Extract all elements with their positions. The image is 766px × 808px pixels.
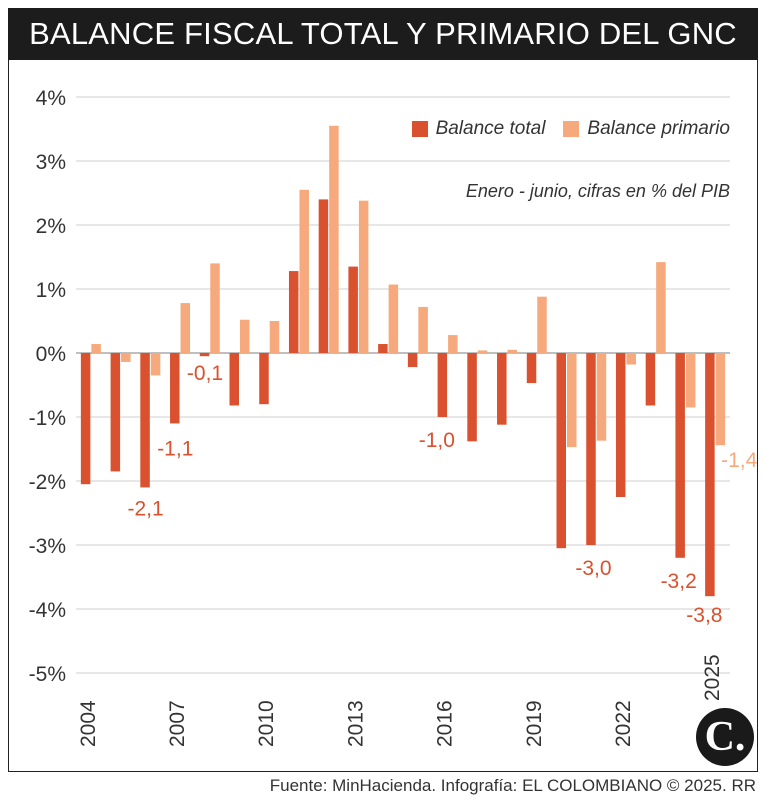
x-tick-label: 2019	[523, 700, 546, 747]
bar-primario-2010	[269, 321, 280, 353]
source-footer: Fuente: MinHacienda. Infografía: EL COLO…	[269, 776, 756, 795]
x-tick-label: 2004	[77, 700, 100, 747]
data-label-primario-2025: -1,4	[721, 449, 758, 472]
chart-title: BALANCE FISCAL TOTAL Y PRIMARIO DEL GNC	[29, 16, 737, 51]
legend-swatch-primario	[563, 121, 580, 137]
title-bar: BALANCE FISCAL TOTAL Y PRIMARIO DEL GNC	[8, 8, 758, 60]
bar-total-2020	[556, 353, 566, 549]
bar-total-2025	[705, 353, 715, 597]
bar-total-2014	[378, 344, 388, 353]
bar-total-2022	[615, 353, 626, 497]
legend-item-total: Balance total	[411, 118, 546, 140]
bar-primario-2017	[477, 350, 488, 353]
data-label-total-2006: -2,1	[127, 497, 163, 520]
bar-primario-2019	[537, 296, 547, 353]
bar-primario-2007	[180, 303, 191, 353]
x-tick-label: 2013	[344, 700, 367, 747]
bar-total-2019	[526, 353, 537, 384]
y-tick-label: 4%	[36, 87, 66, 110]
data-label-total-2007: -1,1	[157, 437, 193, 460]
y-tick-label: 1%	[36, 279, 66, 302]
bar-primario-2016	[448, 335, 458, 353]
bar-primario-2020	[567, 353, 577, 448]
bar-primario-2009	[240, 319, 250, 353]
data-label-total-2016: -1,0	[419, 429, 455, 452]
bar-total-2017	[467, 353, 477, 442]
bar-primario-2005	[121, 353, 131, 362]
y-tick-label: -3%	[29, 535, 66, 558]
bar-primario-2025	[715, 353, 726, 446]
x-tick-label: 2007	[166, 700, 189, 747]
bar-primario-2015	[418, 306, 428, 353]
bar-primario-2022	[626, 353, 636, 365]
y-tick-label: -5%	[29, 663, 66, 686]
legend-swatch-total	[411, 121, 428, 137]
x-tick-label: 2010	[255, 700, 278, 747]
bar-total-2008	[199, 353, 210, 357]
bar-total-2004	[80, 353, 91, 485]
bar-total-2011	[288, 271, 299, 353]
chart-frame	[8, 8, 758, 772]
chart-subtitle: Enero - junio, cifras en % del PIB	[465, 181, 730, 201]
bar-primario-2021	[596, 353, 607, 441]
bar-total-2024	[675, 353, 685, 558]
el-colombiano-logo: C.	[696, 708, 754, 766]
x-tick-label: 2022	[612, 700, 635, 747]
bar-total-2021	[586, 353, 596, 545]
bar-total-2010	[259, 353, 269, 405]
legend-label-primario: Balance primario	[587, 118, 730, 139]
x-tick-label: 2025	[701, 654, 724, 701]
y-tick-label: -2%	[29, 471, 66, 494]
bar-primario-2012	[329, 125, 339, 353]
legend-item-primario: Balance primario	[563, 118, 730, 140]
bar-total-2023	[645, 353, 656, 406]
bar-total-2016	[437, 353, 448, 417]
data-label-total-2024: -3,2	[661, 570, 697, 593]
bar-primario-2014	[388, 284, 399, 353]
data-label-total-2008: -0,1	[187, 362, 223, 385]
legend: Balance total Balance primario	[411, 118, 730, 140]
bar-primario-2023	[656, 262, 666, 353]
y-tick-label: 3%	[36, 151, 66, 174]
bar-primario-2004	[91, 344, 101, 353]
y-tick-label: -4%	[29, 599, 66, 622]
bar-primario-2018	[507, 349, 518, 353]
y-tick-label: 2%	[36, 215, 66, 238]
y-tick-label: 0%	[36, 343, 66, 366]
data-label-total-2025: -3,8	[686, 604, 722, 627]
bar-primario-2024	[685, 353, 696, 408]
bar-primario-2011	[299, 189, 309, 353]
legend-label-total: Balance total	[435, 118, 546, 139]
bar-primario-2008	[210, 263, 220, 353]
bar-primario-2013	[358, 200, 369, 353]
bar-total-2012	[318, 199, 329, 353]
bar-total-2007	[170, 353, 180, 424]
bar-total-2009	[229, 353, 239, 406]
y-tick-label: -1%	[29, 407, 66, 430]
bar-total-2018	[497, 353, 507, 425]
data-label-total-2021: -3,0	[575, 557, 611, 580]
bar-total-2006	[140, 353, 150, 488]
bar-total-2005	[110, 353, 121, 472]
bar-total-2013	[348, 266, 358, 353]
bar-primario-2006	[150, 353, 161, 376]
x-tick-label: 2016	[434, 700, 457, 747]
bar-total-2015	[407, 353, 418, 368]
